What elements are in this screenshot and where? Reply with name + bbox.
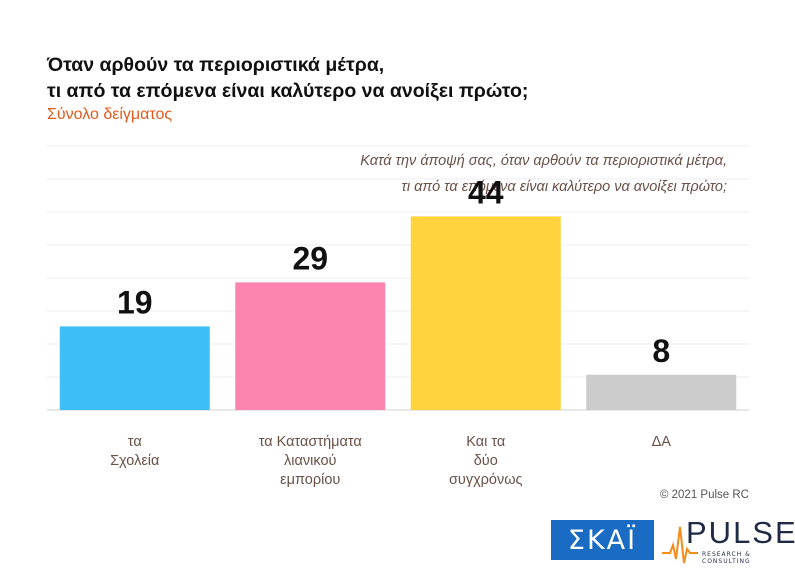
chart-title: Όταν αρθούν τα περιοριστικά μέτρα, τι απ… bbox=[47, 54, 529, 102]
pulse-wave-icon bbox=[662, 526, 698, 564]
copyright-text: © 2021 Pulse RC bbox=[659, 489, 749, 501]
bars bbox=[59, 216, 737, 410]
chart-subtitle: Σύνολο δείγματος bbox=[47, 106, 173, 123]
category-label: τα Καταστήματα λιανικού εμπορίου bbox=[259, 434, 362, 488]
category-label: ΔΑ bbox=[652, 434, 672, 450]
value-label: 8 bbox=[652, 333, 670, 369]
bar bbox=[410, 216, 561, 410]
value-label: 29 bbox=[292, 240, 328, 276]
pulse-logo-text: PULSE bbox=[686, 515, 795, 550]
value-labels: 19 29 44 8 bbox=[117, 174, 670, 368]
bar bbox=[235, 282, 386, 410]
pulse-logo-tagline: RESEARCH & CONSULTING bbox=[702, 551, 751, 565]
bar bbox=[59, 326, 210, 410]
pulse-logo: PULSE RESEARCH & CONSULTING bbox=[662, 515, 795, 565]
category-labels: τα Σχολεία τα Καταστήματα λιανικού εμπορίου Κ… bbox=[110, 434, 671, 488]
value-label: 19 bbox=[117, 284, 153, 320]
value-label: 44 bbox=[468, 174, 504, 210]
bar bbox=[586, 374, 737, 410]
category-label: τα Σχολεία bbox=[110, 434, 159, 469]
skai-logo-text: ΣΚΑΪ bbox=[567, 524, 638, 556]
survey-question: Κατά την άποψή σας, όταν αρθούν τα περιο… bbox=[360, 153, 727, 195]
skai-logo: ΣΚΑΪ bbox=[551, 520, 654, 560]
category-label: Και τα δύο συγχρόνως bbox=[449, 434, 523, 488]
